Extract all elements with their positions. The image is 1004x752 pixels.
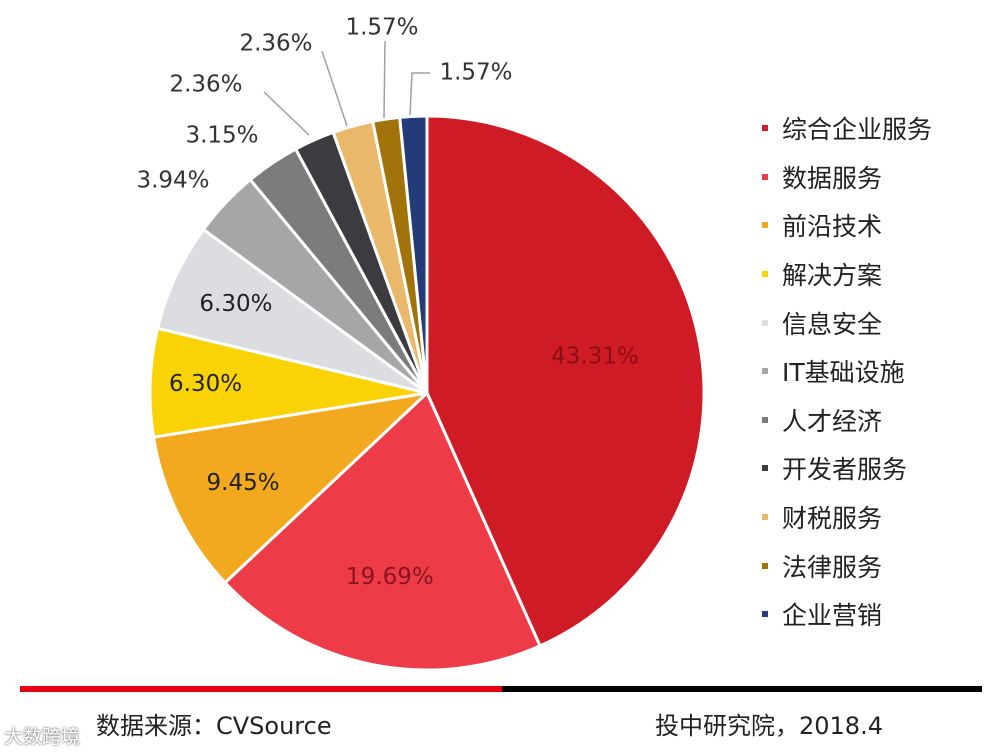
legend-label: 综合企业服务 <box>782 115 933 145</box>
slice-label-9: 2.36% <box>239 31 312 57</box>
legend-item: 综合企业服务 <box>762 104 932 153</box>
leader-line-8 <box>263 91 310 136</box>
data-source: 数据来源：CVSource <box>96 712 332 740</box>
slice-label-10: 1.57% <box>345 15 418 41</box>
legend-swatch <box>762 368 768 375</box>
legend-swatch <box>762 222 768 229</box>
legend-label: IT基础设施 <box>782 358 905 388</box>
legend-item: IT基础设施 <box>762 347 932 396</box>
slice-label-4: 6.30% <box>169 371 242 397</box>
legend-item: 解决方案 <box>762 250 932 299</box>
legend: 综合企业服务 数据服务前沿技术解决方案信息安全 IT基础设施 人才经济开发者服务财税服… <box>762 104 932 639</box>
pie-slice-1 <box>425 114 706 648</box>
slice-label-11: 1.57% <box>439 60 512 86</box>
pie-slice-3 <box>152 391 429 585</box>
pie-chart: 43.31% 19.69% 9.45% 6.30% 6.30% 3.94% 3.15% 2.3… <box>136 15 706 672</box>
legend-swatch <box>762 173 768 180</box>
legend-label: 法律服务 <box>782 552 883 582</box>
legend-label: 解决方案 <box>782 261 883 291</box>
watermark-text: 大数跨境 <box>4 726 81 748</box>
slice-label-7: 3.15% <box>185 123 258 149</box>
footer-divider-red <box>20 686 502 692</box>
legend-swatch <box>762 271 768 278</box>
legend-swatch <box>762 416 768 423</box>
leader-line-9 <box>321 50 348 127</box>
pie-slice-2 <box>223 391 542 672</box>
legend-item: 开发者服务 <box>762 444 932 493</box>
legend-item: 财税服务 <box>762 493 932 542</box>
legend-item: 法律服务 <box>762 541 932 590</box>
publisher-date: 投中研究院，2018.4 <box>655 712 883 740</box>
legend-swatch <box>762 125 768 132</box>
pie-slice-11 <box>398 114 429 395</box>
legend-item: 数据服务 <box>762 153 932 202</box>
legend-item: 前沿技术 <box>762 201 932 250</box>
legend-swatch <box>762 319 768 326</box>
legend-label: 开发者服务 <box>782 455 908 485</box>
legend-label: 信息安全 <box>782 309 883 339</box>
legend-label: 数据服务 <box>782 163 883 193</box>
legend-swatch <box>762 611 768 618</box>
leader-line-10 <box>383 40 386 119</box>
slice-label-3: 9.45% <box>207 470 280 496</box>
slice-label-1: 43.31% <box>551 344 639 370</box>
legend-label: 企业营销 <box>782 601 883 631</box>
legend-swatch <box>762 465 768 472</box>
slice-label-8: 2.36% <box>169 72 242 98</box>
legend-label: 人才经济 <box>782 406 883 436</box>
legend-item: 信息安全 <box>762 298 932 347</box>
slice-label-2: 19.69% <box>346 564 434 590</box>
legend-swatch <box>762 562 768 569</box>
leader-line-11 <box>409 72 430 116</box>
footer-divider-black <box>502 686 982 692</box>
slice-label-5: 6.30% <box>199 291 272 317</box>
legend-label: 前沿技术 <box>782 212 883 242</box>
legend-item: 人才经济 <box>762 396 932 445</box>
legend-swatch <box>762 514 768 521</box>
slice-label-6: 3.94% <box>136 168 209 194</box>
legend-item: 企业营销 <box>762 590 932 639</box>
legend-label: 财税服务 <box>782 504 883 534</box>
